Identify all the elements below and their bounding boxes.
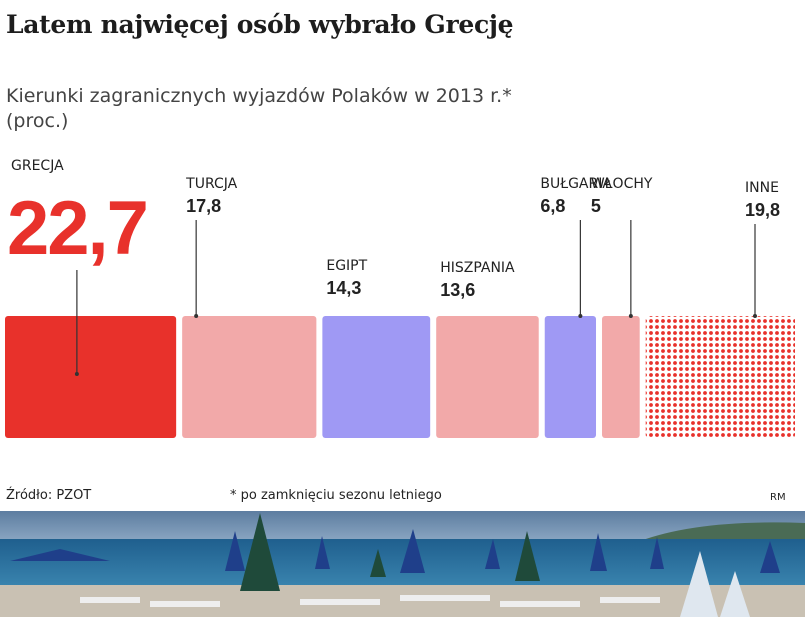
- bar-chart: GRECJA 22,7 TURCJA 17,8 EGIPT 14,3 HISZPANIA 13…: [5, 158, 795, 438]
- value-label: 17,8: [186, 196, 221, 216]
- leader-dot: [578, 314, 583, 318]
- bar-grecja: [5, 316, 177, 438]
- beach-photo-illustration: [0, 511, 805, 617]
- category-label: INNE: [745, 180, 779, 196]
- value-label: 13,6: [440, 280, 475, 300]
- beach-photo: [0, 511, 805, 617]
- bar-turcja: [182, 316, 317, 438]
- bar-hiszpania: [436, 316, 539, 438]
- author-initials: RM: [770, 492, 786, 503]
- category-label: WŁOCHY: [591, 176, 653, 192]
- source-note: Źródło: PZOT: [6, 488, 92, 503]
- chart-title: Latem najwięcej osób wybrało Grecję: [6, 10, 514, 39]
- bar-inne: [645, 316, 795, 438]
- category-label: HISZPANIA: [440, 260, 515, 276]
- leader-dot: [194, 314, 199, 318]
- category-label: GRECJA: [11, 158, 64, 174]
- subtitle-unit: (proc.): [6, 110, 69, 132]
- value-label: 14,3: [326, 278, 361, 298]
- chart-area: GRECJA 22,7 TURCJA 17,8 EGIPT 14,3 HISZPANIA 13…: [0, 150, 805, 450]
- leader-dot: [628, 314, 633, 318]
- value-label: 22,7: [7, 186, 147, 271]
- bar-włochy: [602, 316, 640, 438]
- category-label: TURCJA: [185, 176, 237, 192]
- leader-dot: [74, 372, 79, 376]
- subtitle-text: Kierunki zagranicznych wyjazdów Polaków …: [6, 85, 512, 107]
- value-label: 6,8: [540, 196, 565, 216]
- value-label: 19,8: [745, 200, 780, 220]
- footnote: * po zamknięciu sezonu letniego: [230, 488, 442, 503]
- category-label: EGIPT: [326, 258, 367, 274]
- bar-bułgaria: [544, 316, 597, 438]
- leader-dot: [753, 314, 757, 318]
- category-label: BUŁGARIA: [540, 176, 612, 192]
- chart-subtitle: Kierunki zagranicznych wyjazdów Polaków …: [6, 84, 706, 134]
- bar-egipt: [322, 316, 431, 438]
- value-label: 5: [591, 196, 601, 216]
